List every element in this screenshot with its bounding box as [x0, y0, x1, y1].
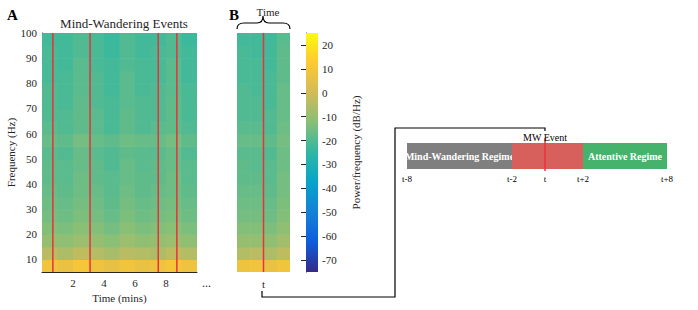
- svg-text:60: 60: [26, 128, 38, 140]
- svg-text:Frequency (Hz): Frequency (Hz): [5, 118, 18, 188]
- svg-text:Time: Time: [257, 6, 280, 18]
- svg-text:8: 8: [163, 277, 169, 289]
- svg-text:90: 90: [26, 52, 38, 64]
- svg-text:Mind-Wandering Regime: Mind-Wandering Regime: [405, 151, 515, 162]
- svg-text:t-8: t-8: [402, 174, 412, 184]
- svg-text:-20: -20: [322, 135, 337, 147]
- svg-text:-60: -60: [322, 230, 337, 242]
- svg-text:-50: -50: [322, 206, 337, 218]
- svg-text:t: t: [544, 174, 547, 184]
- svg-text:t+2: t+2: [577, 174, 589, 184]
- svg-text:30: 30: [26, 203, 38, 215]
- svg-text:Power/frequency (dB/Hz): Power/frequency (dB/Hz): [350, 95, 363, 209]
- svg-text:100: 100: [21, 27, 38, 39]
- svg-text:...: ...: [202, 276, 211, 290]
- svg-text:10: 10: [26, 253, 38, 265]
- svg-text:Attentive Regime: Attentive Regime: [588, 151, 663, 162]
- svg-text:50: 50: [26, 153, 38, 165]
- svg-text:4: 4: [101, 277, 107, 289]
- svg-text:0: 0: [322, 87, 328, 99]
- svg-text:-30: -30: [322, 158, 337, 170]
- svg-text:-40: -40: [322, 182, 337, 194]
- svg-text:20: 20: [322, 39, 334, 51]
- svg-text:10: 10: [322, 63, 334, 75]
- svg-text:Time (mins): Time (mins): [92, 292, 147, 305]
- svg-text:t-2: t-2: [507, 174, 517, 184]
- svg-text:Mind-Wandering Events: Mind-Wandering Events: [60, 16, 188, 31]
- svg-text:70: 70: [26, 102, 38, 114]
- svg-text:MW Event: MW Event: [523, 132, 567, 143]
- svg-text:A: A: [7, 7, 18, 23]
- svg-text:80: 80: [26, 77, 38, 89]
- svg-text:2: 2: [70, 277, 76, 289]
- svg-text:t: t: [262, 278, 265, 290]
- svg-text:t+8: t+8: [661, 174, 674, 184]
- svg-text:-10: -10: [322, 111, 337, 123]
- svg-text:6: 6: [132, 277, 138, 289]
- svg-text:B: B: [229, 7, 239, 23]
- svg-text:40: 40: [26, 178, 38, 190]
- svg-text:-70: -70: [322, 254, 337, 266]
- svg-text:20: 20: [26, 228, 38, 240]
